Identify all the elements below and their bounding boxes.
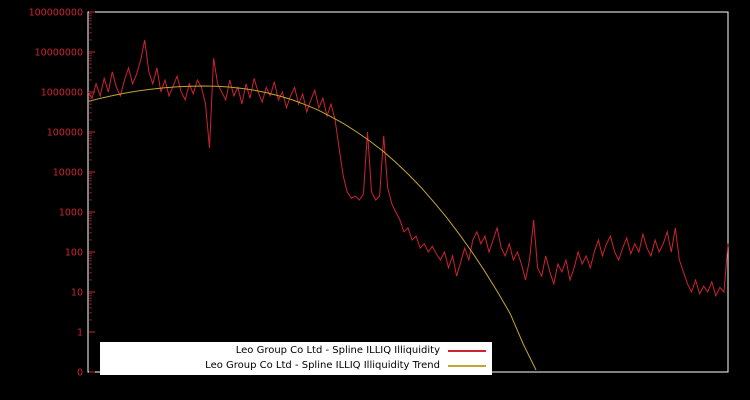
legend: Leo Group Co Ltd - Spline ILLIQ Illiquid… (100, 342, 492, 375)
y-tick-label: 100000 (47, 128, 83, 139)
y-tick-label: 10 (71, 288, 83, 299)
legend-label-trend: Leo Group Co Ltd - Spline ILLIQ Illiquid… (205, 360, 440, 371)
y-tick-label: 1000000 (41, 88, 83, 99)
y-tick-label: 10000 (53, 168, 83, 179)
y-tick-label: 0 (77, 368, 83, 379)
plot-border (87, 11, 729, 373)
legend-item-illiquidity: Leo Group Co Ltd - Spline ILLIQ Illiquid… (100, 344, 486, 359)
y-tick-label: 1000 (59, 208, 83, 219)
legend-line-sample-trend (448, 365, 486, 367)
legend-item-trend: Leo Group Co Ltd - Spline ILLIQ Illiquid… (100, 359, 486, 374)
series-line-trend (87, 85, 537, 371)
y-tick-label: 10000000 (35, 48, 83, 59)
y-tick-label: 1 (77, 328, 83, 339)
series-line-illiquidity (87, 39, 729, 298)
y-tick-label: 100 (65, 248, 83, 259)
legend-label-illiquidity: Leo Group Co Ltd - Spline ILLIQ Illiquid… (235, 345, 440, 356)
legend-line-sample-illiquidity (448, 350, 486, 352)
y-tick-label: 100000000 (29, 8, 83, 19)
